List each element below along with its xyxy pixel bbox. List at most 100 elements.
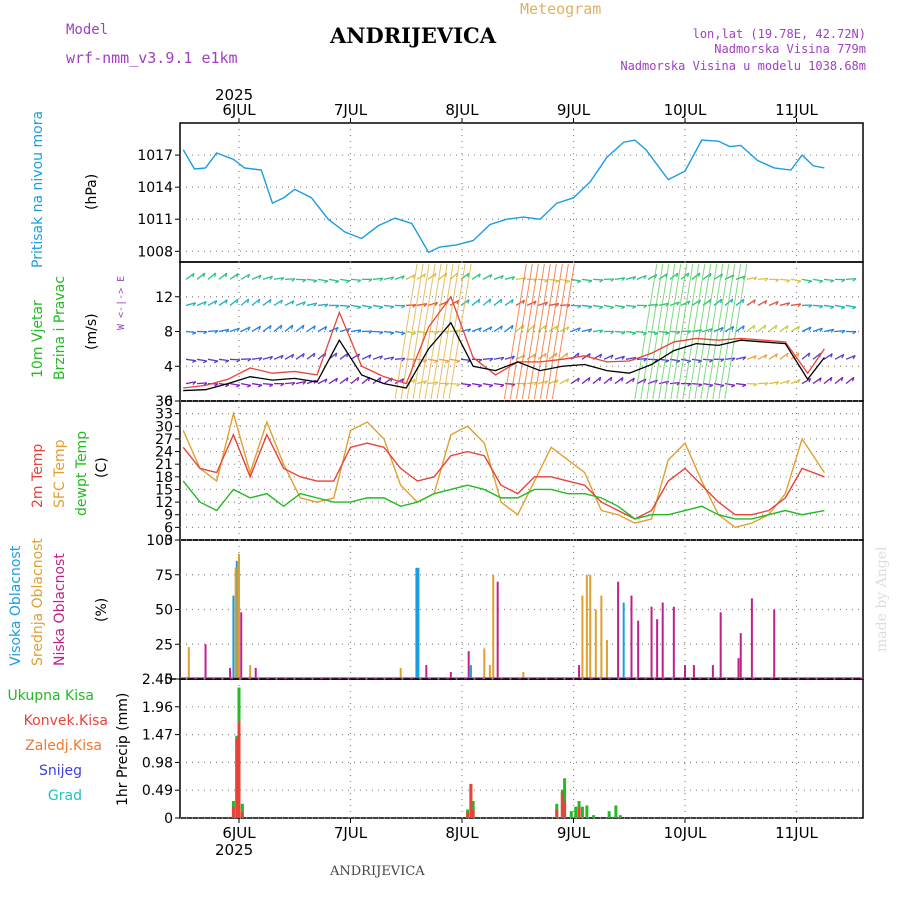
wind-arrow-head [654, 359, 659, 363]
wind-arrow [581, 304, 593, 308]
wind-arrow [812, 278, 823, 282]
temp-tick-label: 15 [155, 482, 173, 498]
wind-arrow-head [511, 299, 514, 304]
wind-arrow-head [588, 280, 593, 284]
cloud-high-bar [235, 560, 238, 679]
wind-arrow-head [797, 303, 802, 308]
wind-arrow-head [434, 381, 439, 386]
wind-arrow-head [236, 359, 241, 363]
wind-arrow-head [797, 379, 801, 384]
wind-arrow [823, 304, 834, 308]
wind-arrow [702, 358, 714, 361]
precip-conv-bar [555, 809, 559, 818]
wind-arrow [592, 329, 604, 333]
wind-arrow-head [488, 384, 494, 388]
wind-arrow [845, 304, 856, 308]
temp-ylabel1: 2m Temp [30, 444, 46, 508]
wind-arrow-head [609, 377, 613, 382]
wind-arrow-head [225, 299, 228, 304]
wind-arrow-head [830, 328, 835, 333]
wind-arrow-head [445, 382, 450, 387]
wind-arrow [493, 382, 504, 386]
wind-arrow [383, 304, 395, 308]
cloud-mid-bar [594, 609, 597, 679]
wind-arrow-head [444, 360, 450, 364]
wind-arrow [526, 381, 537, 385]
wind-arrow [427, 358, 438, 362]
wind-arrow-head [819, 305, 824, 309]
wind-arrow [317, 378, 328, 385]
wind-hatch [664, 263, 688, 400]
wind-arrow [361, 354, 372, 360]
wind-tick-label: 12 [155, 290, 173, 306]
wind-arrow-head [577, 377, 580, 382]
wind-arrow [317, 278, 328, 282]
wind-arrow-head [478, 298, 481, 304]
wind-arrow-head [566, 326, 570, 331]
temp-ylabel3: dewpt Temp [74, 431, 90, 516]
wind-arrow-head [313, 325, 316, 330]
wind-arrow-head [434, 301, 439, 306]
wind-arrow [218, 328, 229, 333]
wind-arrow-head [665, 359, 670, 363]
wind-arrow-head [730, 384, 736, 388]
wind-arrow [207, 329, 219, 333]
precip-tick-label: 0.98 [142, 755, 173, 771]
wind-arrow [460, 358, 472, 362]
pressure-tick-label: 1011 [137, 212, 173, 228]
wind-arrow [295, 380, 306, 385]
wind-arrow-head [467, 273, 470, 278]
wind-arrow [603, 376, 613, 385]
wind-arrow-head [609, 306, 615, 310]
wind-arrow-head [709, 359, 714, 363]
wind-arrow [262, 382, 274, 386]
wind-arrow-head [280, 277, 285, 281]
wind-arrow [548, 302, 559, 307]
wind-arrow [317, 303, 329, 307]
wind-hatch [448, 263, 472, 400]
wind-arrow [427, 301, 438, 307]
wind-arrow-head [676, 331, 681, 335]
wind-hatch [394, 263, 418, 400]
bottom-day-labels: 6JUL 7JUL 8JUL 9JUL 10JUL 11JUL [222, 824, 818, 842]
wind-hatch [424, 263, 448, 400]
wind-arrow-head [565, 352, 569, 357]
wind-arrow [306, 325, 316, 333]
wind-arrow-head [763, 324, 767, 330]
wind-arrow [812, 304, 824, 307]
wind-arrow [537, 352, 547, 360]
wind-arrow-head [246, 384, 252, 388]
temp-tick-label: 30 [155, 419, 173, 435]
wind-hatch [442, 263, 466, 400]
wind-arrow-head [225, 360, 230, 363]
wind-arrow-head [687, 383, 692, 387]
precip-total-bar [607, 811, 611, 818]
wind-arrow [306, 379, 317, 385]
wind-arrow [273, 276, 284, 281]
precip-legend-item: Grad [48, 788, 82, 804]
wind-arrow [669, 272, 679, 280]
wind-arrow-head [621, 377, 624, 382]
wind-arrow-head [477, 384, 483, 388]
wind-arrow-head [247, 326, 251, 331]
pressure-tick-label: 1014 [137, 180, 173, 196]
wind-hatch [682, 263, 706, 400]
wind-tick-label: 4 [164, 359, 173, 375]
wind-arrow-head [489, 358, 494, 362]
wind-arrow [570, 278, 581, 282]
wind-arrow-head [192, 331, 197, 335]
wind-arrow-head [280, 383, 285, 387]
wind-arrow-head [775, 353, 778, 358]
wind-hatch [539, 263, 563, 400]
wind-arrow-head [808, 326, 812, 331]
wind-arrow [482, 357, 494, 360]
wind-arrow-head [807, 352, 811, 357]
wind-arrow-head [489, 274, 493, 279]
wind-arrow-head [236, 327, 240, 332]
wind-arrow-head [576, 280, 582, 284]
cloud-mid-bar [238, 553, 240, 679]
wind-arrow-head [368, 330, 373, 334]
wind-arrow [262, 355, 273, 360]
wind-hatch [694, 263, 718, 400]
station-title: ANDRIJEVICA [329, 23, 497, 48]
